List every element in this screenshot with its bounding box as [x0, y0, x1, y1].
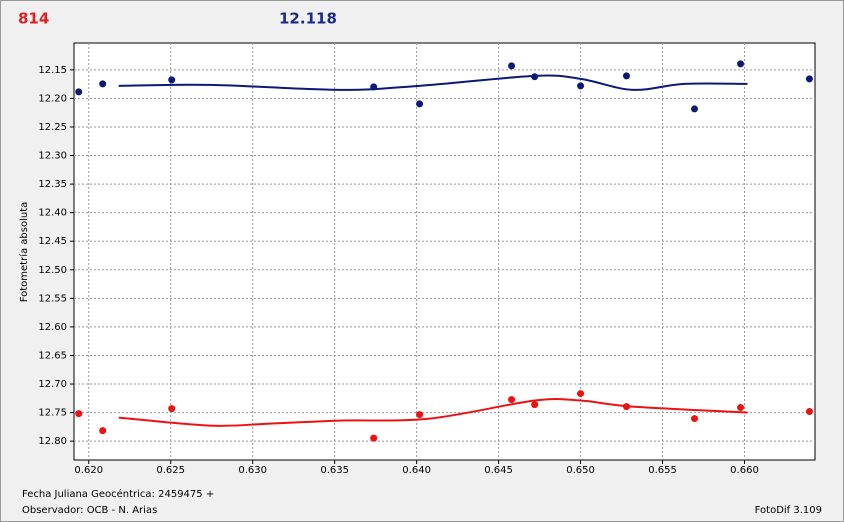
x-tick-label: 0.645	[484, 465, 513, 476]
data-point	[737, 404, 745, 412]
y-tick-label: 12.40	[38, 208, 67, 219]
y-tick-label: 12.15	[38, 65, 67, 76]
footer-date: Fecha Juliana Geocéntrica: 2459475 +	[22, 488, 214, 500]
data-point	[75, 88, 83, 96]
data-point	[691, 415, 699, 423]
data-point	[370, 434, 378, 442]
data-point	[577, 390, 585, 398]
y-tick-label: 12.25	[38, 122, 67, 133]
x-tick-label: 0.655	[648, 465, 677, 476]
data-point	[508, 396, 516, 404]
data-point	[805, 408, 813, 416]
data-point	[805, 75, 813, 83]
data-point	[168, 76, 176, 84]
fit-line	[118, 74, 748, 91]
y-axis-label: Fotometría absoluta	[18, 202, 30, 303]
y-tick-label: 12.65	[38, 350, 67, 361]
header-left: 814	[18, 10, 49, 28]
footer-observer: Observador: OCB - N. Arias	[22, 505, 157, 516]
data-point	[99, 427, 107, 435]
fit-line	[118, 397, 748, 427]
x-tick-label: 0.650	[566, 465, 595, 476]
plot-area	[73, 42, 816, 461]
x-tick-label: 0.640	[402, 465, 431, 476]
y-tick-label: 12.70	[38, 379, 67, 390]
x-tick-label: 0.625	[156, 465, 185, 476]
data-point	[622, 72, 630, 80]
y-tick-label: 12.20	[38, 93, 67, 104]
x-tick-label: 0.630	[238, 465, 267, 476]
data-point	[577, 82, 585, 90]
y-tick-label: 12.55	[38, 293, 67, 304]
data-point	[416, 411, 424, 419]
data-point	[416, 100, 424, 108]
y-tick-label: 12.75	[38, 408, 67, 419]
header-center: 12.118	[279, 10, 337, 28]
y-tick-label: 12.50	[38, 265, 67, 276]
x-tick-label: 0.620	[74, 465, 103, 476]
data-point	[99, 80, 107, 88]
data-point	[508, 62, 516, 70]
y-tick-label: 12.45	[38, 236, 67, 247]
y-tick-label: 12.35	[38, 179, 67, 190]
y-tick-label: 12.60	[38, 322, 67, 333]
footer-version: FotoDif 3.109	[755, 505, 822, 516]
x-tick-label: 0.635	[320, 465, 349, 476]
data-point	[691, 105, 699, 113]
y-tick-label: 12.80	[38, 436, 67, 447]
x-tick-label: 0.660	[730, 465, 759, 476]
data-point	[737, 60, 745, 68]
y-tick-label: 12.30	[38, 151, 67, 162]
data-point	[531, 401, 539, 409]
data-point	[75, 410, 83, 418]
data-point	[168, 405, 176, 413]
